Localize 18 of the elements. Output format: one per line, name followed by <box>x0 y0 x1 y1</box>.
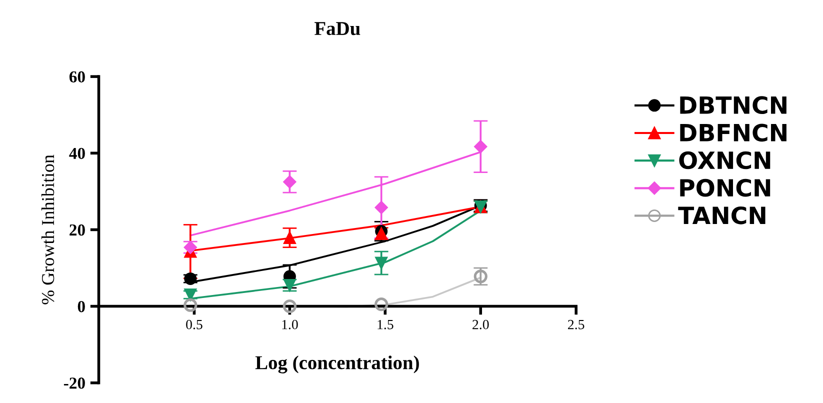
y-tick-label: 20 <box>70 224 85 236</box>
x-tick-label: 2.5 <box>568 320 584 330</box>
y-tick-label: -20 <box>64 378 85 389</box>
x-tick-label: 1.0 <box>282 320 298 330</box>
x-tick-label: 1.5 <box>378 320 394 330</box>
y-axis-title: % Growth Inhibition <box>41 154 54 304</box>
legend-label: DBTNCN <box>680 96 786 114</box>
x-tick-label: 0.5 <box>186 320 202 330</box>
chart-title: FaDu <box>314 22 360 36</box>
x-axis-title: Log (concentration) <box>255 356 419 374</box>
y-tick-label: 0 <box>78 300 85 312</box>
legend-label: PONCN <box>680 178 770 197</box>
legend-label: DBFNCN <box>680 124 786 142</box>
legend-label: OXNCN <box>679 151 770 170</box>
legend-label: TANCN <box>678 206 766 224</box>
y-tick-label: 60 <box>69 71 85 83</box>
y-tick-label: 40 <box>69 148 85 160</box>
x-tick-label: 2.0 <box>472 320 489 330</box>
